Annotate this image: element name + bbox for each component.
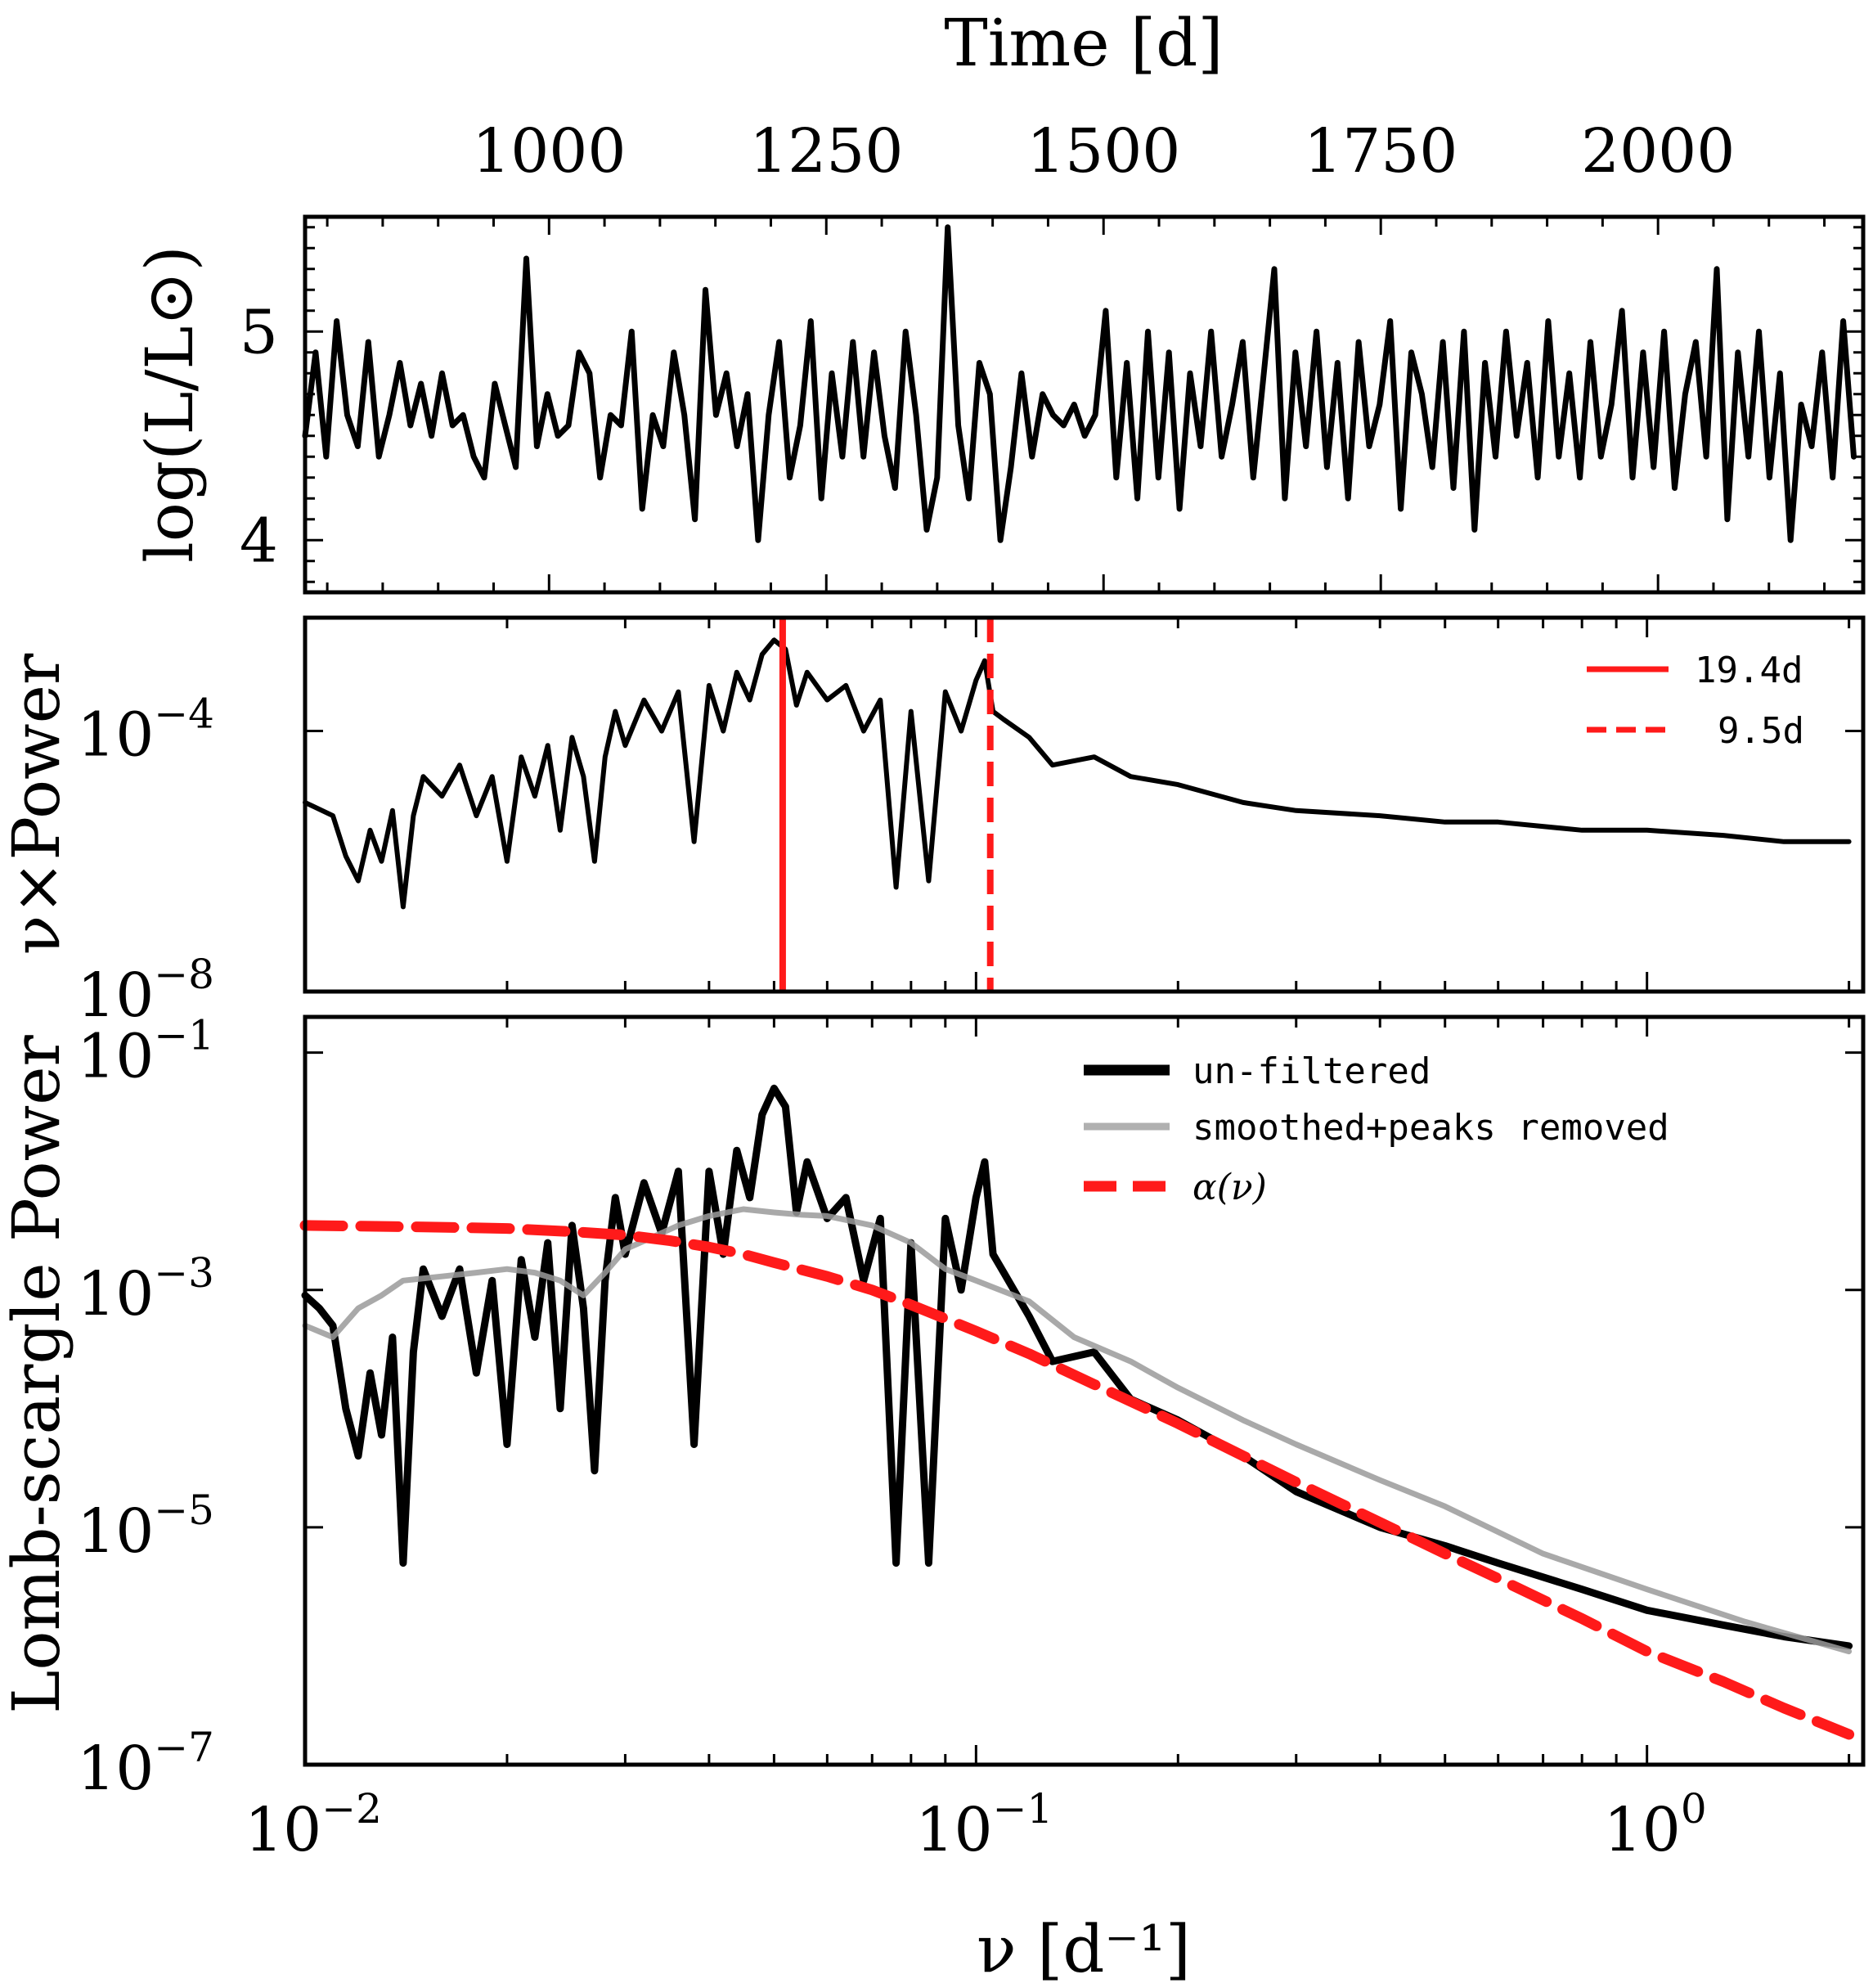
nu-power-ylabel: ν×Power (0, 653, 74, 955)
legend-9-5d: 9.5d (1718, 710, 1804, 752)
legend-smoothed: smoothed+peaks removed (1193, 1107, 1669, 1149)
ls-ytick-label: 10−3 (77, 1249, 214, 1329)
unfiltered-line (301, 1084, 1853, 1650)
ls-ytick-label: 10−5 (77, 1487, 214, 1567)
legend-19-4d: 19.4d (1695, 650, 1803, 691)
x-tick-label: 10−1 (915, 1785, 1053, 1865)
top-axis-title: Time [d] (944, 5, 1223, 81)
nu-ytick-label: 10−4 (77, 690, 214, 771)
lomb-scargle-legend: un-filtered smoothed+peaks removed α(ν) (1084, 1050, 1669, 1208)
nu-power-frame (303, 615, 1866, 994)
x-axis-title: ν [d⁻¹] (977, 1911, 1191, 1987)
lomb-scargle-frame (303, 1014, 1866, 1767)
light-curve-line (302, 224, 1857, 543)
lomb-scargle-ticks (303, 1017, 1863, 1766)
lomb-scargle-panel: 10−7 10−5 10−3 10−1 Lomb-scargle Power un-f… (0, 1012, 1866, 1804)
lc-ytick-label: 4 (240, 506, 278, 576)
lc-ytick-label: 5 (240, 297, 278, 367)
nu-ytick-label: 10−8 (77, 951, 214, 1031)
light-curve-ticks (305, 217, 1863, 592)
top-tick-label: 1250 (749, 116, 903, 187)
nu-power-ytick-labels: 10−8 10−4 (77, 690, 214, 1031)
top-tick-label: 1500 (1026, 116, 1180, 187)
top-tick-label: 2000 (1581, 116, 1735, 187)
ls-ytick-label: 10−7 (77, 1724, 214, 1804)
nu-power-line (303, 637, 1852, 910)
nu-power-ticks (303, 618, 1863, 993)
nu-power-panel: 10−8 10−4 ν×Power 19.4d 9.5d (0, 615, 1866, 1031)
lomb-scargle-ytick-labels: 10−7 10−5 10−3 10−1 (77, 1012, 214, 1804)
alpha-line (299, 1220, 1855, 1740)
light-curve-panel: 45 log(L/L⊙) (132, 214, 1866, 595)
top-tick-label: 1750 (1304, 116, 1458, 187)
light-curve-frame (303, 214, 1866, 595)
ls-ytick-label: 10−1 (77, 1012, 214, 1092)
nu-power-legend: 19.4d 9.5d (1587, 650, 1804, 752)
x-tick-label: 10−2 (245, 1785, 382, 1865)
lomb-scargle-ylabel: Lomb-scargle Power (0, 1034, 74, 1713)
x-tick-labels: 10−2 10−1 100 (245, 1785, 1707, 1865)
light-curve-ytick-labels: 45 (240, 297, 278, 576)
top-tick-labels: 1000 1250 1500 1750 2000 (472, 116, 1735, 187)
light-curve-ylabel: log(L/L⊙) (132, 245, 208, 563)
top-tick-label: 1000 (472, 116, 626, 187)
legend-alpha: α(ν) (1193, 1167, 1267, 1208)
legend-unfiltered: un-filtered (1193, 1050, 1431, 1092)
smoothed-line (302, 1206, 1853, 1655)
x-tick-label: 100 (1604, 1785, 1707, 1865)
